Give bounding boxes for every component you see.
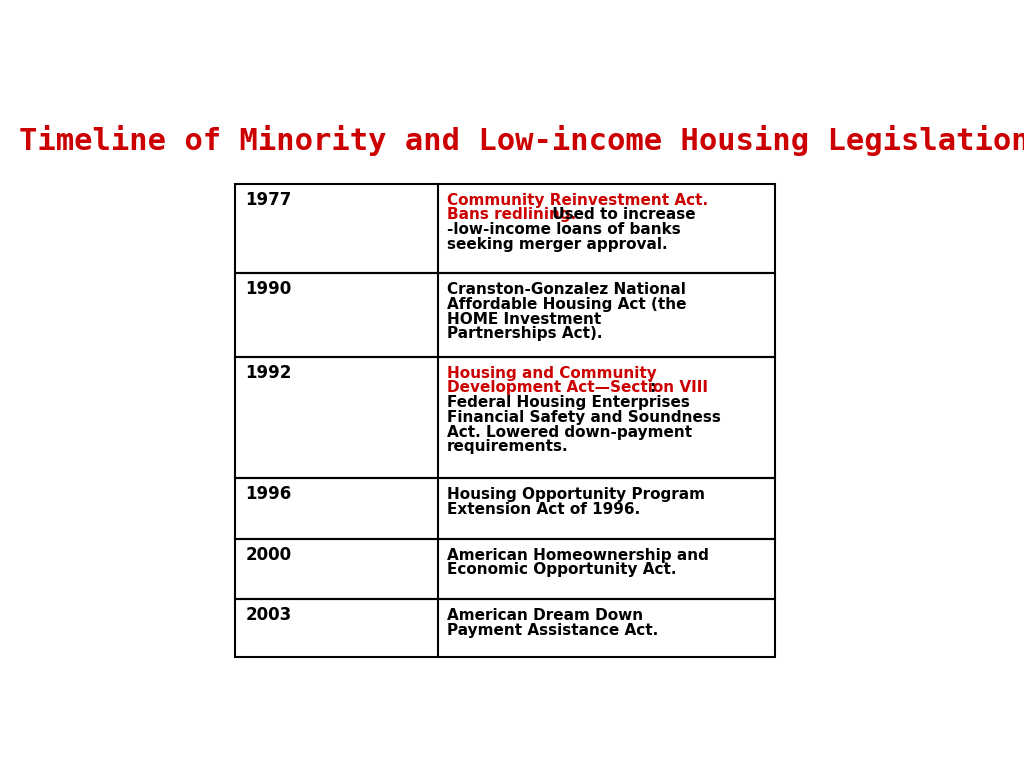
Text: Payment Assistance Act.: Payment Assistance Act.	[447, 623, 658, 637]
Text: 1990: 1990	[246, 280, 292, 298]
Text: requirements.: requirements.	[447, 439, 568, 455]
Text: 2003: 2003	[246, 606, 292, 624]
Text: -low-income loans of banks: -low-income loans of banks	[447, 222, 681, 237]
Bar	[236, 184, 775, 273]
Text: 1977: 1977	[246, 191, 292, 209]
Bar	[236, 538, 775, 599]
Text: Cranston-Gonzalez National: Cranston-Gonzalez National	[447, 282, 686, 297]
Text: Used to increase: Used to increase	[547, 207, 696, 223]
Text: Partnerships Act).: Partnerships Act).	[447, 326, 602, 341]
Text: Housing and Community: Housing and Community	[447, 366, 656, 381]
Text: American Homeownership and: American Homeownership and	[447, 548, 709, 562]
Text: 1992: 1992	[246, 364, 292, 382]
Text: American Dream Down: American Dream Down	[447, 608, 643, 623]
Text: Economic Opportunity Act.: Economic Opportunity Act.	[447, 562, 677, 578]
Bar	[236, 357, 775, 478]
Bar	[236, 599, 775, 657]
Text: Act. Lowered down-payment: Act. Lowered down-payment	[447, 425, 692, 439]
Text: :: :	[649, 380, 655, 396]
Text: Housing Opportunity Program: Housing Opportunity Program	[447, 487, 706, 502]
Bar	[236, 273, 775, 357]
Text: Financial Safety and Soundness: Financial Safety and Soundness	[447, 410, 721, 425]
Text: Bans redlining.: Bans redlining.	[447, 207, 577, 223]
Text: Development Act—Section VIII: Development Act—Section VIII	[447, 380, 708, 396]
Text: Timeline of Minority and Low-income Housing Legislation: Timeline of Minority and Low-income Hous…	[19, 124, 1024, 156]
Text: Federal Housing Enterprises: Federal Housing Enterprises	[447, 396, 690, 410]
Text: 1996: 1996	[246, 485, 292, 503]
Bar	[236, 478, 775, 538]
Text: Affordable Housing Act (the: Affordable Housing Act (the	[447, 296, 686, 312]
Text: 2000: 2000	[246, 546, 292, 564]
Text: seeking merger approval.: seeking merger approval.	[447, 237, 668, 252]
Text: Extension Act of 1996.: Extension Act of 1996.	[447, 502, 640, 517]
Text: HOME Investment: HOME Investment	[447, 312, 601, 326]
Text: Community Reinvestment Act.: Community Reinvestment Act.	[447, 193, 709, 207]
